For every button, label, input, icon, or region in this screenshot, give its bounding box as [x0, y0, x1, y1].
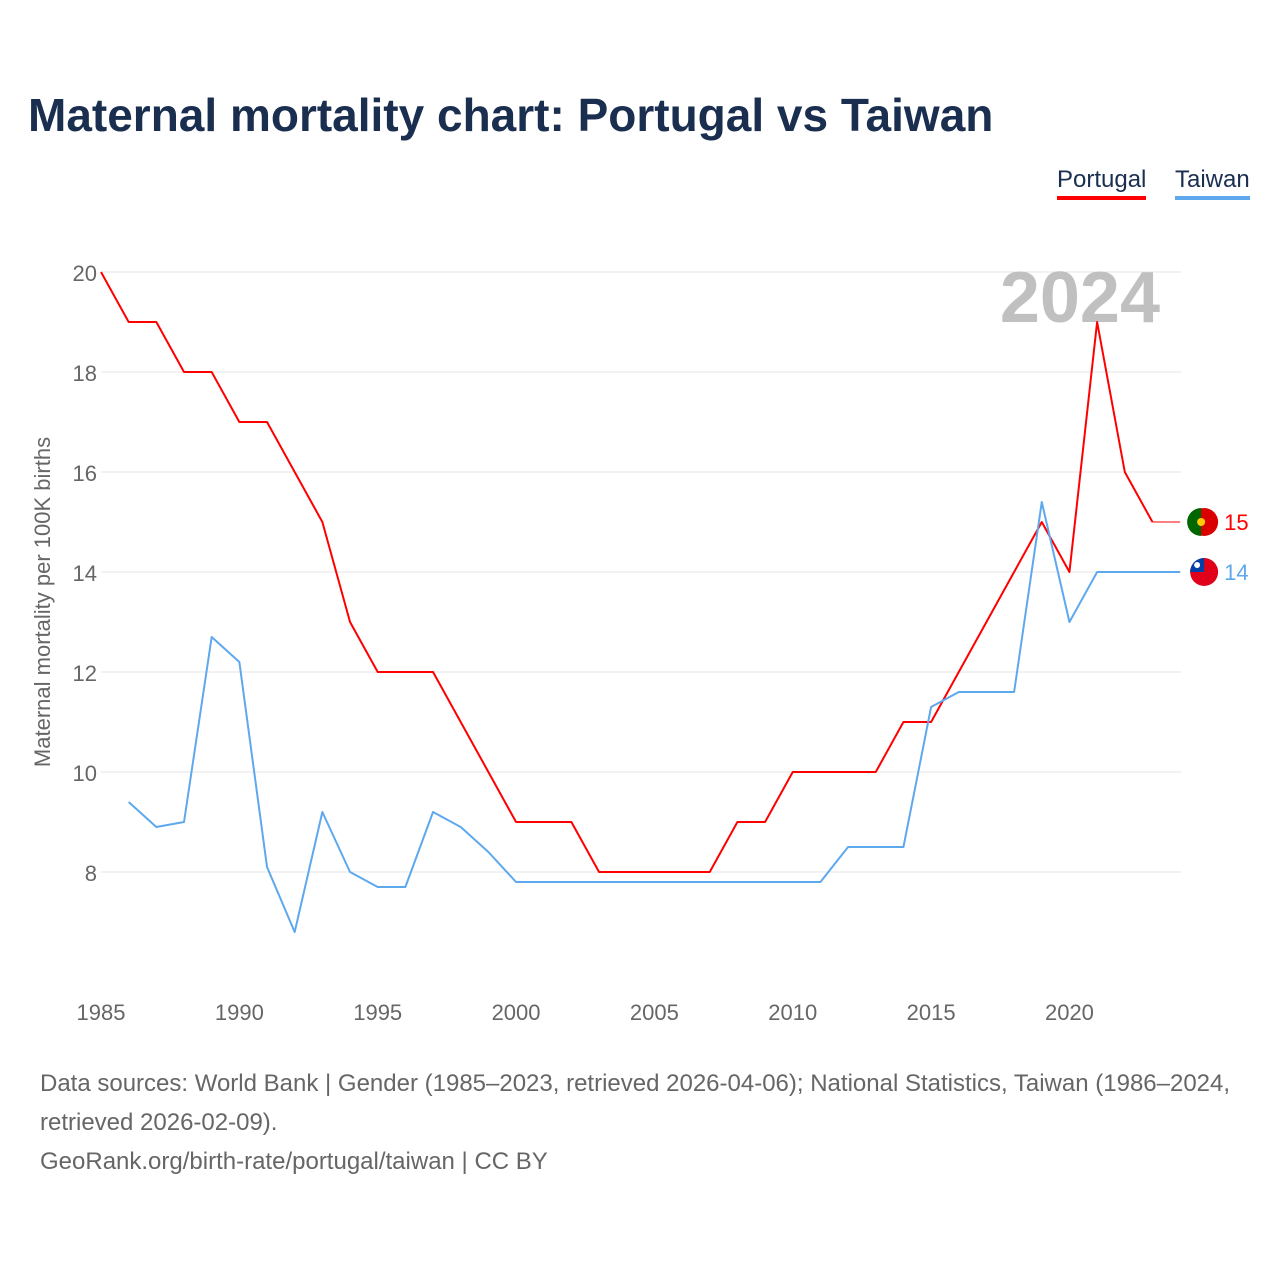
portugal-flag-icon — [1187, 508, 1202, 536]
series-line-taiwan — [127, 501, 1181, 933]
x-tick-label: 1990 — [215, 1000, 264, 1025]
x-tick-label: 2005 — [630, 1000, 679, 1025]
y-tick-label: 16 — [73, 461, 97, 486]
end-value-label: 14 — [1224, 560, 1248, 585]
footer-credit[interactable]: GeoRank.org/birth-rate/portugal/taiwan |… — [40, 1148, 548, 1175]
y-tick-label: 10 — [73, 761, 97, 786]
y-axis-label: Maternal mortality per 100K births — [30, 437, 55, 767]
x-tick-label: 2020 — [1045, 1000, 1094, 1025]
y-tick-label: 14 — [73, 561, 97, 586]
x-tick-label: 1985 — [77, 1000, 126, 1025]
legend-taiwan[interactable]: Taiwan — [1175, 166, 1250, 200]
series-line-portugal — [100, 271, 1154, 873]
year-watermark: 2024 — [1000, 258, 1160, 338]
y-tick-label: 8 — [85, 861, 97, 886]
y-tick-label: 20 — [73, 261, 97, 286]
portugal-flag-icon — [1197, 518, 1206, 526]
footer-sources: Data sources: World Bank | Gender (1985–… — [40, 1070, 1231, 1136]
end-value-label: 15 — [1224, 510, 1248, 535]
x-tick-label: 2010 — [768, 1000, 817, 1025]
y-tick-label: 18 — [73, 361, 97, 386]
taiwan-flag-icon — [1194, 562, 1201, 568]
chart-title: Maternal mortality chart: Portugal vs Ta… — [28, 89, 994, 141]
y-tick-label: 12 — [73, 661, 97, 686]
x-tick-label: 2015 — [907, 1000, 956, 1025]
x-tick-label: 1995 — [353, 1000, 402, 1025]
x-tick-label: 2000 — [492, 1000, 541, 1025]
legend-portugal[interactable]: Portugal — [1057, 166, 1147, 200]
